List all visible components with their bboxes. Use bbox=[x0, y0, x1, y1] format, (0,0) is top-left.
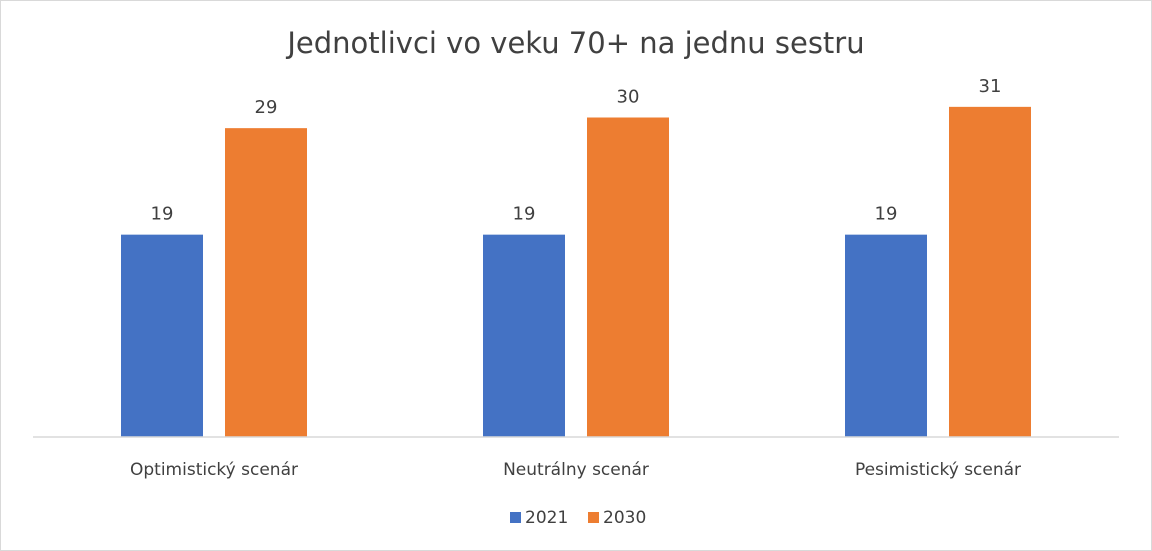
bar-2021-2 bbox=[483, 234, 565, 437]
chart-title: Jednotlivci vo veku 70+ na jednu sestru bbox=[285, 26, 864, 60]
bar-2021-3 bbox=[845, 234, 927, 437]
bar-2030-3 bbox=[949, 106, 1031, 437]
category-label: Pesimistický scenár bbox=[855, 460, 1021, 480]
data-label-2030-1: 29 bbox=[255, 97, 278, 118]
category-label: Optimistický scenár bbox=[130, 460, 298, 480]
legend-swatch-2030 bbox=[588, 512, 599, 523]
data-label-2030-3: 31 bbox=[979, 76, 1002, 97]
data-label-2021-1: 19 bbox=[151, 204, 174, 225]
bars-group bbox=[121, 106, 1031, 437]
data-label-2021-2: 19 bbox=[513, 204, 536, 225]
legend-label-2030: 2030 bbox=[603, 508, 646, 528]
legend-label-2021: 2021 bbox=[525, 508, 568, 528]
category-label: Neutrálny scenár bbox=[503, 460, 649, 480]
data-label-2030-2: 30 bbox=[617, 87, 640, 108]
legend-swatch-2021 bbox=[510, 512, 521, 523]
bar-2021-1 bbox=[121, 234, 203, 437]
data-label-2021-3: 19 bbox=[875, 204, 898, 225]
data-labels-group: 19 29 19 30 19 31 bbox=[151, 76, 1002, 225]
legend: 2021 2030 bbox=[510, 508, 646, 528]
bar-2030-1 bbox=[225, 128, 307, 437]
category-labels-group: Optimistický scenár Neutrálny scenár Pesim… bbox=[130, 460, 1021, 480]
bar-2030-2 bbox=[587, 117, 669, 437]
